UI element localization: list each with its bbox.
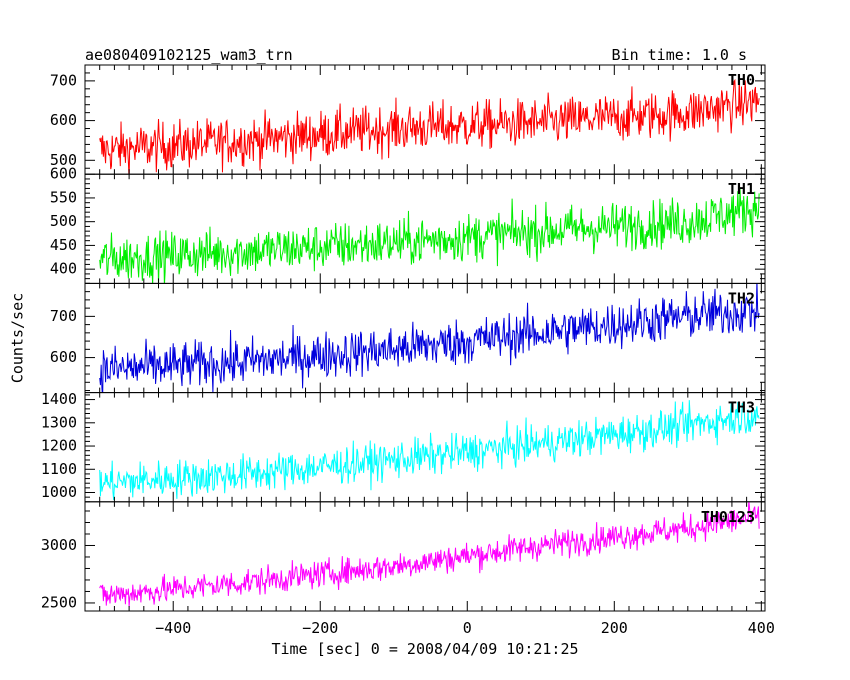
panel-th0123: 2500 3000 TH0123 — [41, 501, 766, 612]
channel-label-th0123: TH0123 — [701, 508, 755, 526]
series-th1-line — [99, 188, 760, 284]
panel-th1: 400 450 500 550 600 TH1 — [50, 165, 766, 284]
x-tick-label: −400 — [155, 619, 191, 637]
channel-label-th0: TH0 — [728, 71, 755, 89]
x-tick-label: −200 — [302, 619, 338, 637]
y-tick-label: 1400 — [41, 390, 77, 408]
y-tick-label: 600 — [50, 165, 77, 183]
channel-label-th3: TH3 — [728, 399, 755, 417]
y-tick-label: 1200 — [41, 437, 77, 455]
y-tick-label: 400 — [50, 260, 77, 278]
chart-title: ae080409102125_wam3_trn — [85, 46, 293, 64]
y-tick-label: 450 — [50, 236, 77, 254]
panel-th0: 500 600 700 TH0 — [50, 64, 766, 175]
series-th2-line — [99, 283, 760, 393]
y-tick-label: 550 — [50, 188, 77, 206]
y-tick-label: 2500 — [41, 593, 77, 611]
y-tick-label: 600 — [50, 348, 77, 366]
y-tick-label: 1300 — [41, 413, 77, 431]
series-th0123-line — [99, 501, 760, 607]
x-tick-label: 400 — [748, 619, 775, 637]
y-tick-label: 3000 — [41, 536, 77, 554]
panel-th3: 1000 1100 1200 1300 1400 TH3 — [41, 390, 766, 503]
y-tick-label: 500 — [50, 212, 77, 230]
y-tick-label: 500 — [50, 151, 77, 169]
y-tick-label: 600 — [50, 111, 77, 129]
x-tick-label: 200 — [601, 619, 628, 637]
channel-label-th2: TH2 — [728, 289, 755, 307]
x-axis-label: Time [sec] 0 = 2008/04/09 10:21:25 — [271, 640, 578, 658]
bin-time-label: Bin time: 1.0 s — [612, 46, 747, 64]
y-axis-label: Counts/sec — [9, 293, 27, 383]
series-th3-line — [99, 400, 760, 501]
panel-frame — [84, 501, 766, 612]
series-th0-line — [99, 76, 760, 175]
x-tick-label: 0 — [463, 619, 472, 637]
y-tick-label: 700 — [50, 307, 77, 325]
panel-th2: 600 700 TH2 — [50, 282, 766, 394]
y-tick-label: 1000 — [41, 483, 77, 501]
channel-label-th1: TH1 — [728, 180, 755, 198]
y-tick-label: 700 — [50, 71, 77, 89]
y-tick-label: 1100 — [41, 460, 77, 478]
